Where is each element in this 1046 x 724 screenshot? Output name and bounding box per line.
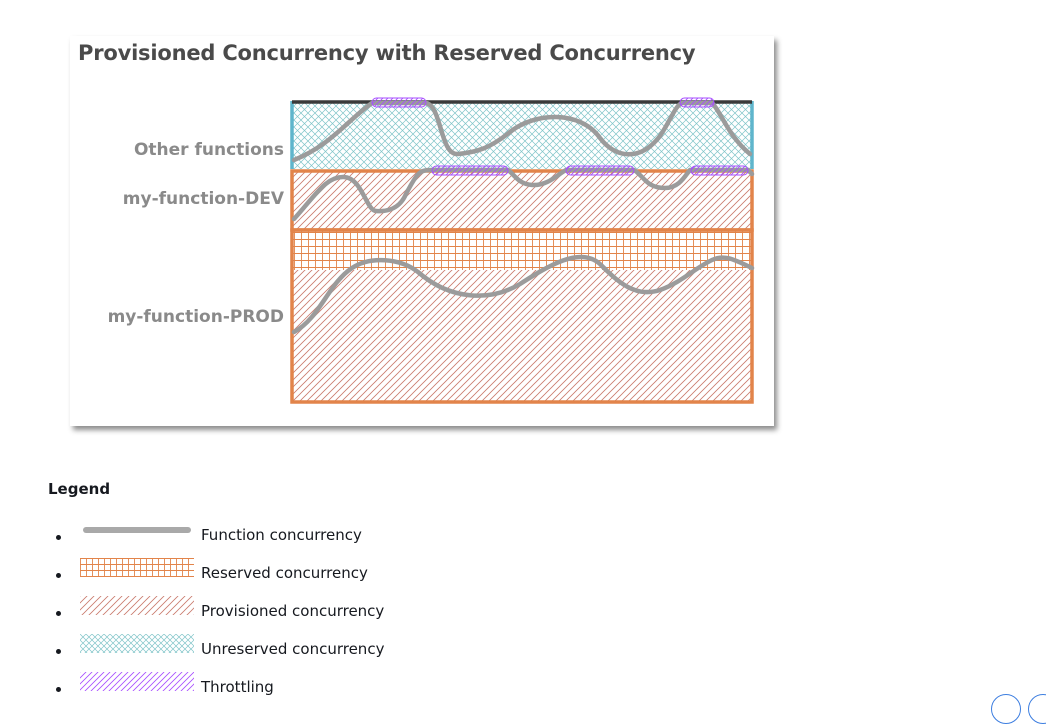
bullet [56,687,61,692]
unreserved-concurrency-swatch [80,634,194,653]
prod-reserved-border [290,228,754,404]
prod-provisioned-area [292,270,752,402]
legend-item-reserved-concurrency: Reserved concurrency [0,558,420,588]
legend-item-provisioned-concurrency: Provisioned concurrency [0,596,420,626]
diagram-title: Provisioned Concurrency with Reserved Co… [78,41,696,65]
legend-label: Function concurrency [201,526,362,544]
concurrency-diagram: Provisioned Concurrency with Reserved Co… [70,36,774,426]
row-label-other-functions: Other functions [133,140,284,160]
legend-label: Reserved concurrency [201,564,368,582]
legend-item-throttling: Throttling [0,672,420,702]
legend-label: Unreserved concurrency [201,640,385,658]
throttle-marker-other-1 [371,97,427,108]
legend-label: Provisioned concurrency [201,602,385,620]
bullet [56,611,61,616]
throttle-marker-dev-1 [431,165,509,176]
legend-label: Throttling [201,678,274,696]
diagram-canvas [290,97,755,404]
throttle-marker-other-2 [679,97,715,108]
provisioned-concurrency-swatch [80,596,194,615]
feedback-thumbs-down-icon[interactable] [1028,694,1046,724]
bullet [56,535,61,540]
throttle-marker-dev-3 [690,165,749,176]
bullet [56,573,61,578]
row-label-my-function-prod: my-function-PROD [107,307,284,327]
row-label-my-function-dev: my-function-DEV [122,189,284,209]
feedback-thumbs-up-icon[interactable] [991,694,1021,724]
prod-concurrency-line [291,254,755,335]
reserved-concurrency-swatch [80,558,194,577]
throttling-swatch [80,672,194,691]
legend-item-unreserved-concurrency: Unreserved concurrency [0,634,420,664]
legend-item-function-concurrency: Function concurrency [0,520,420,550]
legend-title: Legend [48,480,111,498]
function-concurrency-swatch [83,527,191,533]
bullet [56,649,61,654]
throttle-marker-dev-2 [565,165,635,176]
